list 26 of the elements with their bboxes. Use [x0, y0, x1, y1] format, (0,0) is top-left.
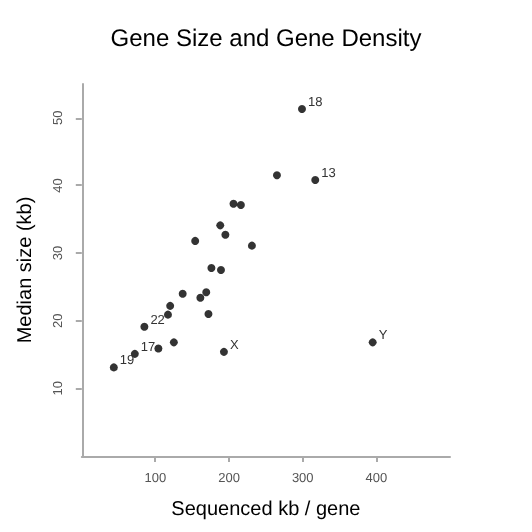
- point: [140, 322, 149, 331]
- point: [216, 266, 225, 274]
- point: [154, 344, 163, 353]
- point: [109, 363, 118, 372]
- point: [297, 105, 306, 114]
- point: [178, 289, 187, 298]
- point: [272, 171, 281, 180]
- point: [219, 347, 228, 356]
- point: [221, 230, 230, 239]
- point: [207, 263, 216, 272]
- point: [368, 338, 377, 347]
- point: [311, 176, 320, 185]
- x-axis-title: Sequenced kb / gene: [171, 499, 362, 521]
- point: [169, 338, 178, 347]
- point: [229, 199, 238, 208]
- point: [236, 201, 245, 210]
- point: [247, 241, 256, 250]
- point: [163, 310, 172, 319]
- point: [191, 236, 200, 245]
- point: [196, 293, 205, 302]
- y-axis-title: Median size (kb): [15, 196, 37, 344]
- point: [204, 309, 213, 318]
- point: [216, 221, 225, 230]
- point: [202, 288, 211, 297]
- point: [166, 301, 175, 310]
- chart-title: Gene Size and Gene Density: [110, 24, 422, 52]
